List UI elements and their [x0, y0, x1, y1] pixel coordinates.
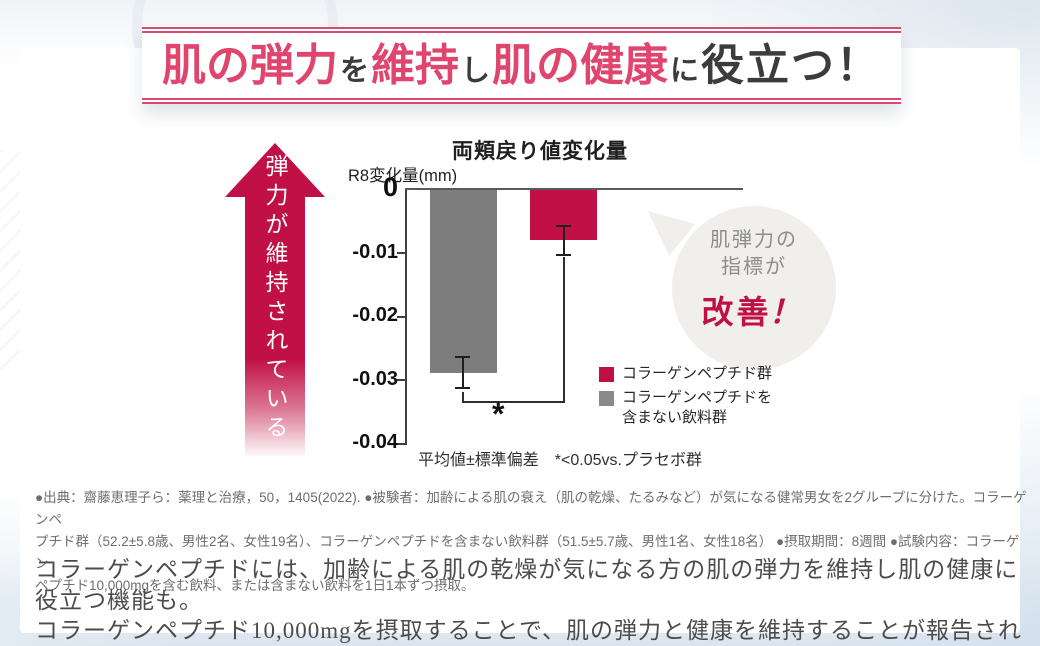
bubble-line-2: 指標が [721, 256, 787, 278]
error-bar-cap [455, 387, 470, 389]
legend-item-placebo: コラーゲンペプチドを 含まない飲料群 [599, 388, 772, 428]
y-tick [397, 252, 405, 254]
y-tick [397, 379, 405, 381]
significance-bracket [563, 257, 565, 403]
significance-bracket [462, 392, 464, 403]
significance-asterisk: * [492, 396, 505, 432]
y-tick-label: 0 [382, 172, 398, 202]
description-line: コラーゲンペプチド10,000mgを摂取することで、肌の弾力と健康を維持すること… [35, 618, 1023, 643]
arrow-caption: 弾力が維持されている [262, 154, 288, 444]
bubble-exclamation: ！ [766, 294, 811, 330]
header-part-accent: 維持 [370, 41, 459, 90]
header-part-particle: に [670, 55, 700, 87]
header-banner: 肌の弾力を維持し肌の健康に役立つ！ [142, 27, 901, 104]
bar-placebo-group [430, 190, 497, 373]
description-paragraph: コラーゲンペプチドには、加齢による肌の乾燥が気になる方の肌の弾力を維持し肌の健康… [35, 555, 1025, 646]
error-bar-placebo [462, 357, 464, 388]
y-tick-label: -0.01 [352, 241, 398, 263]
study-footnote: ●出典：齋藤恵理子ら：薬理と治療，50，1405(2022). ●被験者：加齢に… [35, 487, 1027, 597]
chart-title: 両頬戻り値変化量 [452, 140, 628, 163]
legend-label: コラーゲンペプチドを 含まない飲料群 [622, 388, 772, 428]
footnote-line: ●出典：齋藤恵理子ら：薬理と治療，50，1405(2022). ●被験者：加齢に… [35, 490, 1027, 527]
bubble-emphasis-word: 改善 [701, 294, 772, 330]
zero-baseline [405, 188, 743, 190]
legend-item-collagen: コラーゲンペプチド群 [599, 364, 772, 384]
error-bar-cap [556, 225, 571, 227]
legend-label-line2: 含まない飲料群 [622, 409, 728, 426]
y-tick-label: -0.02 [352, 304, 398, 326]
speech-bubble [672, 206, 836, 370]
header-part-particle: し [460, 55, 490, 87]
chart-legend: コラーゲンペプチド群 コラーゲンペプチドを 含まない飲料群 [599, 364, 772, 432]
y-tick [397, 443, 405, 445]
chart-footnote: 平均値±標準偏差 *<0.05vs.プラセボ群 [418, 452, 702, 469]
legend-label-line1: コラーゲンペプチドを [622, 389, 773, 406]
chart-y-axis-label: R8変化量(mm) [348, 167, 458, 185]
y-tick [397, 316, 405, 318]
error-bar-cap [455, 356, 470, 358]
y-tick-label: -0.03 [352, 368, 398, 390]
speech-bubble-tail [648, 211, 695, 256]
significance-bracket [462, 401, 565, 403]
y-tick-label: -0.04 [352, 431, 398, 453]
y-axis-line [405, 189, 407, 445]
description-line: コラーゲンペプチドには、加齢による肌の乾燥が気になる方の肌の弾力を維持し肌の健康… [35, 557, 1019, 613]
legend-swatch-gray [599, 391, 614, 406]
legend-swatch-crimson [599, 367, 614, 382]
error-bar-collagen [563, 226, 565, 256]
header-part-particle: を [339, 55, 369, 87]
bubble-emphasis: 改善！ [672, 287, 836, 333]
speech-bubble-text: 肌弾力の 指標が 改善！ [672, 227, 836, 333]
header-part-accent: 肌の弾力 [161, 41, 338, 90]
error-bar-cap [556, 254, 571, 256]
legend-label: コラーゲンペプチド群 [622, 365, 773, 382]
header-part-accent: 肌の健康 [492, 41, 668, 90]
header-title: 肌の弾力を維持し肌の健康に役立つ！ [142, 31, 901, 100]
up-arrow-icon [225, 143, 325, 197]
up-arrow-body [245, 196, 305, 458]
header-part-dark: 役立つ！ [701, 43, 882, 90]
bubble-line-1: 肌弾力の [710, 229, 798, 251]
